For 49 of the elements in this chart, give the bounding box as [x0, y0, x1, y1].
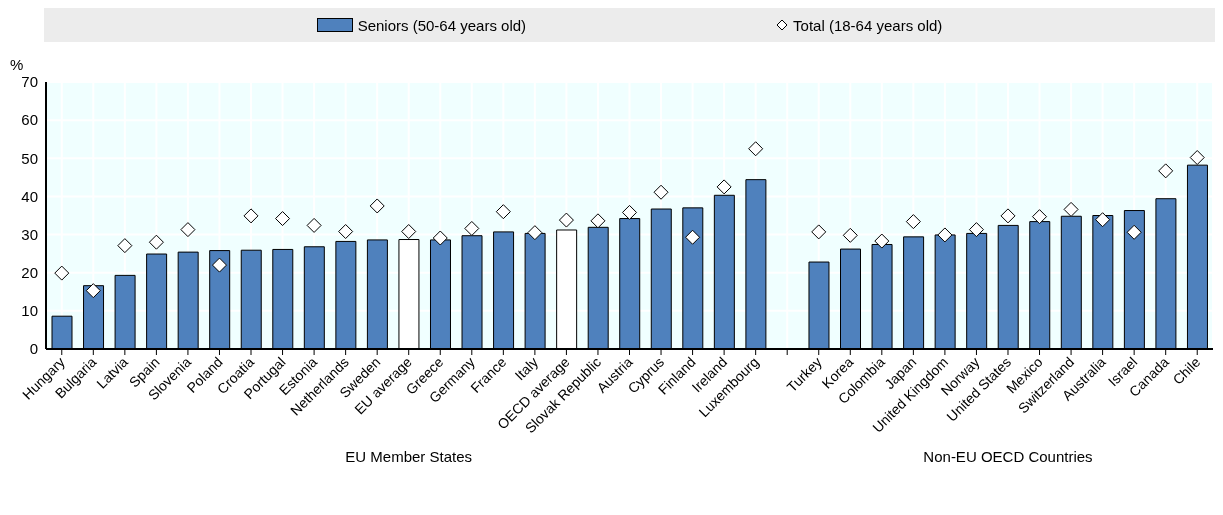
point	[338, 224, 354, 240]
y-axis-title: %	[9, 56, 25, 74]
point	[748, 141, 764, 157]
y-tick-label: 0	[29, 340, 38, 358]
point	[148, 234, 164, 250]
legend-label: Seniors (50-64 years old)	[357, 16, 527, 34]
point	[1126, 224, 1142, 240]
point	[211, 257, 227, 273]
point	[811, 224, 827, 240]
point	[54, 265, 70, 281]
text: EU Member States	[344, 448, 474, 465]
point	[527, 225, 543, 241]
point	[905, 214, 921, 230]
y-tick-label: 70	[21, 73, 38, 91]
text: Non-EU OECD Countries	[922, 448, 1094, 465]
point	[622, 204, 637, 220]
y-tick-label: 50	[21, 149, 38, 167]
point	[1032, 209, 1048, 225]
y-tick-label: 30	[21, 225, 38, 243]
point	[685, 229, 701, 245]
y-tick-label: 20	[21, 264, 38, 282]
point	[968, 222, 984, 238]
point	[243, 208, 259, 224]
point	[716, 179, 732, 195]
point	[85, 283, 101, 299]
y-tick-label: 40	[21, 187, 38, 205]
point	[432, 230, 448, 246]
y-tick-label: 60	[21, 111, 38, 129]
point	[874, 233, 890, 249]
point	[1158, 163, 1174, 179]
point	[1095, 212, 1111, 228]
point	[464, 220, 480, 236]
point	[842, 227, 858, 243]
legend-label: Total (18-64 years old)	[793, 16, 943, 34]
point	[558, 212, 574, 228]
point	[1189, 150, 1205, 166]
point	[401, 224, 417, 240]
point	[937, 227, 953, 243]
point	[590, 213, 606, 229]
point	[495, 204, 511, 220]
point	[117, 238, 133, 254]
point	[1063, 201, 1079, 217]
point	[369, 198, 385, 214]
point	[275, 211, 291, 227]
point	[306, 217, 322, 233]
point	[653, 184, 669, 200]
point	[1000, 208, 1016, 224]
y-tick-label: 10	[21, 302, 38, 320]
point	[180, 222, 196, 238]
